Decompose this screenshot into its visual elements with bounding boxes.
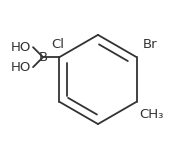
Text: Cl: Cl <box>51 38 64 51</box>
Text: Br: Br <box>142 38 157 51</box>
Text: HO: HO <box>11 41 32 54</box>
Text: CH₃: CH₃ <box>140 108 164 122</box>
Text: B: B <box>39 51 48 64</box>
Text: HO: HO <box>11 61 32 74</box>
